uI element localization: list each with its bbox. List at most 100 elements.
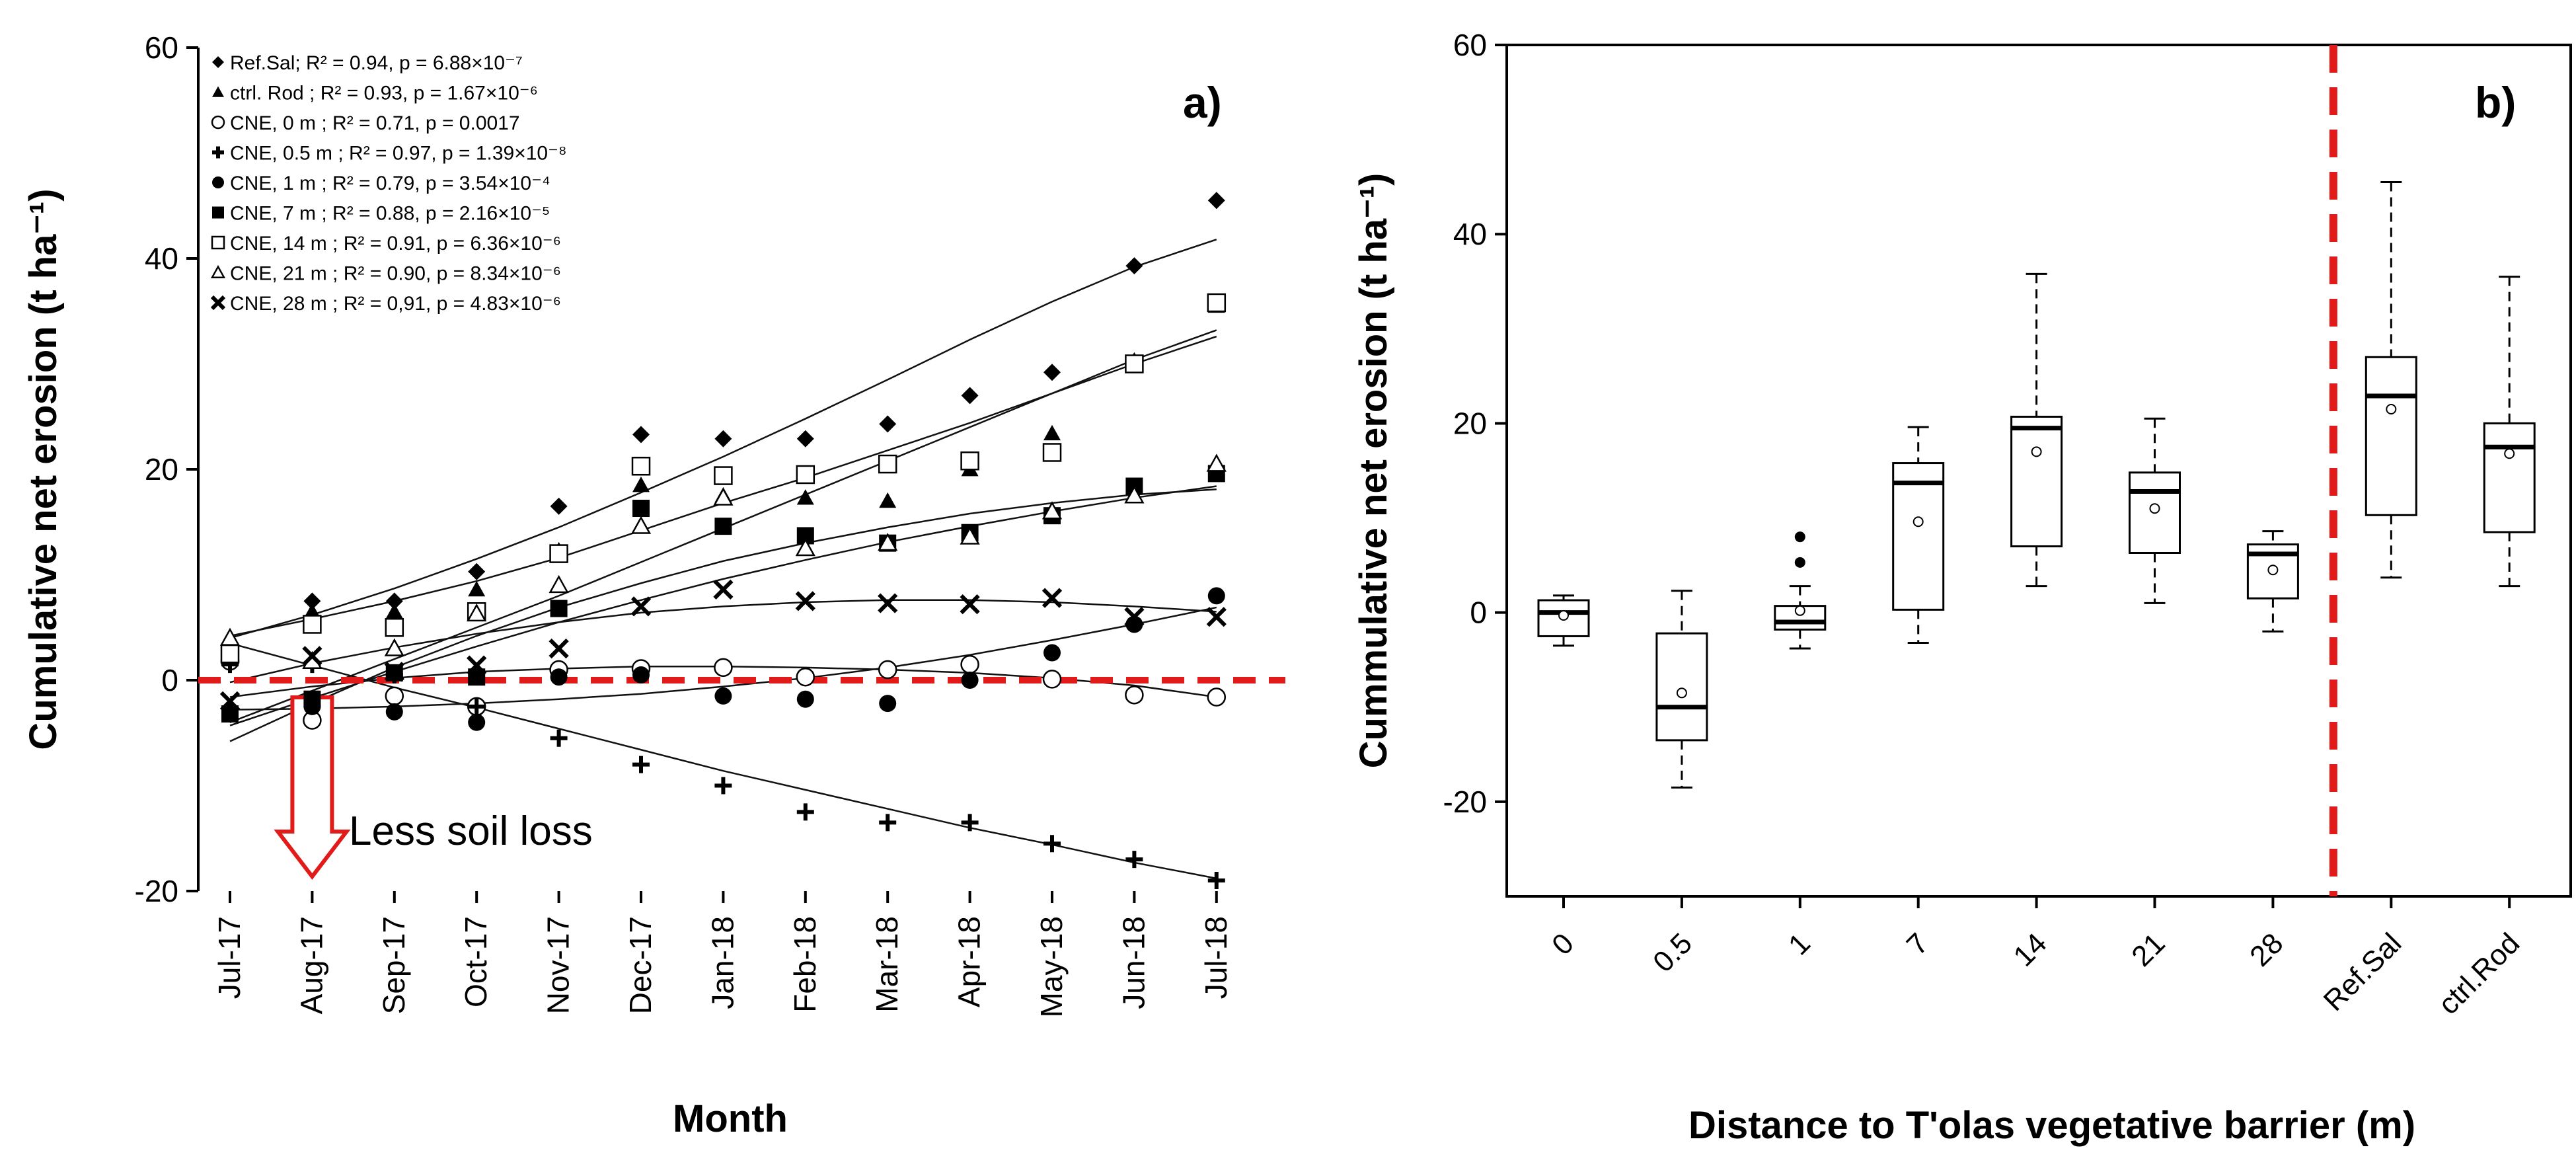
data-point [220, 644, 240, 664]
y-tick-label: 40 [1453, 217, 1487, 251]
x-category-label: 0.5 [1647, 927, 1698, 978]
data-point [385, 603, 403, 619]
data-point [1043, 424, 1061, 441]
box-plot-0 [1537, 594, 1590, 647]
data-point [630, 516, 652, 534]
data-point [303, 603, 321, 619]
legend-entry: CNE, 21 m ; R² = 0.90, p = 8.34×10⁻⁶ [230, 263, 561, 285]
x-tick-label: Nov-17 [541, 916, 576, 1014]
data-point [303, 690, 321, 708]
data-point [632, 756, 650, 773]
box-plot-1 [1774, 531, 1827, 650]
panel-b-y-ticks: -20 0 20 40 60 [1443, 28, 1507, 819]
data-point [796, 803, 814, 821]
mean-marker [1794, 605, 1805, 616]
data-point [1207, 872, 1225, 890]
legend-marker [212, 56, 224, 68]
data-point [878, 593, 898, 613]
data-point [1124, 485, 1145, 504]
legend-entry: CNE, 0.5 m ; R² = 0.97, p = 1.39×10⁻⁸ [230, 143, 567, 165]
data-point [961, 387, 979, 405]
data-point [960, 526, 980, 545]
data-point [878, 660, 897, 680]
outlier-point [1794, 557, 1805, 568]
y-tick-label: 60 [1453, 28, 1487, 62]
data-point [879, 492, 897, 508]
panel-a-x-title: Month [673, 1097, 788, 1140]
data-point [796, 667, 815, 687]
legend-marker [210, 295, 226, 311]
iqr-box [1655, 632, 1708, 742]
data-point [468, 697, 486, 715]
box-plot-28 [2246, 530, 2299, 633]
data-point [879, 415, 897, 433]
data-point [550, 668, 568, 686]
iqr-box [2483, 422, 2536, 533]
data-point [1207, 192, 1225, 210]
panel-b-x-title: Distance to T'olas vegetative barrier (m… [1688, 1104, 2415, 1147]
data-point [1125, 257, 1143, 275]
data-point [1043, 364, 1061, 381]
data-point [468, 580, 486, 597]
x-tick-label: Feb-18 [788, 916, 822, 1013]
data-point [1042, 588, 1063, 608]
data-point [713, 487, 734, 506]
x-category-label: ctrl.Rod [2432, 927, 2526, 1021]
data-point [879, 814, 897, 832]
x-tick-label: Aug-17 [294, 916, 328, 1014]
x-category-label: 0 [1546, 927, 1580, 961]
data-point [468, 713, 486, 731]
less-soil-loss-label: Less soil loss [349, 808, 593, 854]
legend-entry: CNE, 7 m ; R² = 0.88, p = 2.16×10⁻⁵ [230, 203, 550, 225]
x-category-label: 28 [2244, 927, 2289, 972]
mean-marker [2386, 403, 2397, 414]
data-point [1043, 835, 1061, 853]
data-point [549, 639, 569, 659]
data-point [385, 686, 404, 706]
box-plot-Ref.Sal [2365, 181, 2417, 579]
panel-a-label: a) [1183, 78, 1222, 127]
panel-b-x-ticks: 0 0.5 1 7 14 21 28 Ref.Sal ctrl.Rod [1546, 896, 2526, 1021]
data-point [1207, 293, 1227, 313]
data-point [631, 456, 651, 476]
panel-b-plot-frame [1505, 44, 2572, 898]
legend-entry: CNE, 14 m ; R² = 0.91, p = 6.36×10⁻⁶ [230, 233, 561, 254]
legend-marker [210, 264, 226, 278]
mean-marker [1676, 687, 1687, 699]
data-point [467, 603, 487, 622]
data-point [1124, 607, 1145, 627]
legend-entry: CNE, 28 m ; R² = 0,91, p = 4.83×10⁻⁶ [230, 293, 561, 315]
legend-marker [211, 115, 225, 130]
legend-marker [212, 86, 224, 97]
mean-marker [1558, 609, 1569, 621]
data-point [714, 518, 732, 535]
outlier-point [1794, 531, 1805, 543]
panel-a-legend: Ref.Sal; R² = 0.94, p = 6.88×10⁻⁷ ctrl. R… [210, 52, 567, 315]
panel-b-y-title: Cummulative net erosion (t ha⁻¹) [1352, 173, 1395, 769]
data-point [385, 592, 403, 610]
y-tick-label: 60 [145, 30, 178, 65]
y-tick-label: -20 [135, 874, 178, 908]
panel-a-x-ticks: Jul-17 Aug-17 Sep-17 Oct-17 Nov-17 Dec-17 Jan-… [212, 891, 1233, 1017]
data-point [549, 544, 568, 563]
data-point [714, 777, 732, 795]
panel-a-chart: -20 0 20 40 60 Jul-17 Aug-17 Sep-17 Oct-17 Nov-1… [22, 30, 1285, 1140]
data-point [960, 594, 980, 615]
data-point [795, 591, 815, 611]
data-point [632, 426, 650, 444]
legend-entry: Ref.Sal; R² = 0.94, p = 6.88×10⁻⁷ [230, 52, 523, 74]
y-tick-label: 20 [145, 452, 178, 487]
mean-marker [2031, 446, 2042, 457]
down-arrow-icon [274, 695, 351, 880]
data-point [713, 579, 734, 600]
data-point [1206, 453, 1227, 472]
x-tick-label: Jul-18 [1199, 916, 1233, 999]
data-point [219, 627, 241, 646]
data-point [1207, 587, 1225, 605]
box-plot-ctrl.Rod [2483, 276, 2536, 588]
y-tick-label: -20 [1443, 785, 1487, 819]
mean-marker [2504, 448, 2515, 459]
x-tick-label: Jan-18 [705, 916, 739, 1009]
legend-entry: CNE, 1 m ; R² = 0.79, p = 3.54×10⁻⁴ [230, 173, 550, 194]
x-category-label: 7 [1901, 927, 1935, 961]
